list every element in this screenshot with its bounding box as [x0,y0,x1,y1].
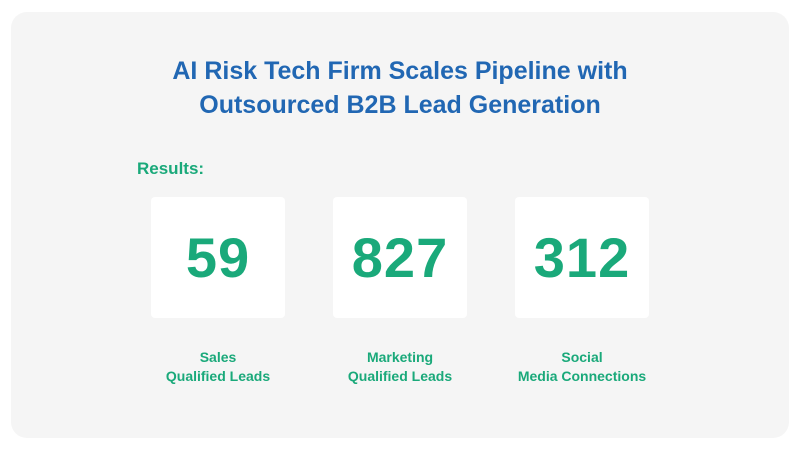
stat-marketing-qualified-leads: 827 Marketing Qualified Leads [333,197,467,384]
stat-label-line-2: Qualified Leads [165,368,271,384]
stat-label-line-2: Media Connections [517,368,647,384]
stat-box: 59 [151,197,285,318]
stat-label: Social Media Connections [475,348,689,386]
stat-label-line-2: Qualified Leads [347,368,453,384]
title-line-1: AI Risk Tech Firm Scales Pipeline with [172,57,628,85]
stat-value: 59 [185,225,251,289]
stat-value: 312 [533,225,631,289]
stat-social-media-connections: 312 Social Media Connections [515,197,649,384]
stat-label-line-1: Marketing [366,349,434,365]
title-line-2: Outsourced B2B Lead Generation [199,91,601,119]
stat-label: Marketing Qualified Leads [293,348,507,386]
stat-sales-qualified-leads: 59 Sales Qualified Leads [151,197,285,384]
stat-label-line-1: Social [561,349,603,365]
stat-box: 827 [333,197,467,318]
results-heading: Results: [137,159,205,178]
case-study-card: AI Risk Tech Firm Scales Pipeline with O… [11,12,789,438]
stat-box: 312 [515,197,649,318]
stat-value: 827 [351,225,449,289]
stat-label-line-1: Sales [199,349,237,365]
stat-label: Sales Qualified Leads [111,348,325,386]
page-title: AI Risk Tech Firm Scales Pipeline with O… [11,54,789,122]
